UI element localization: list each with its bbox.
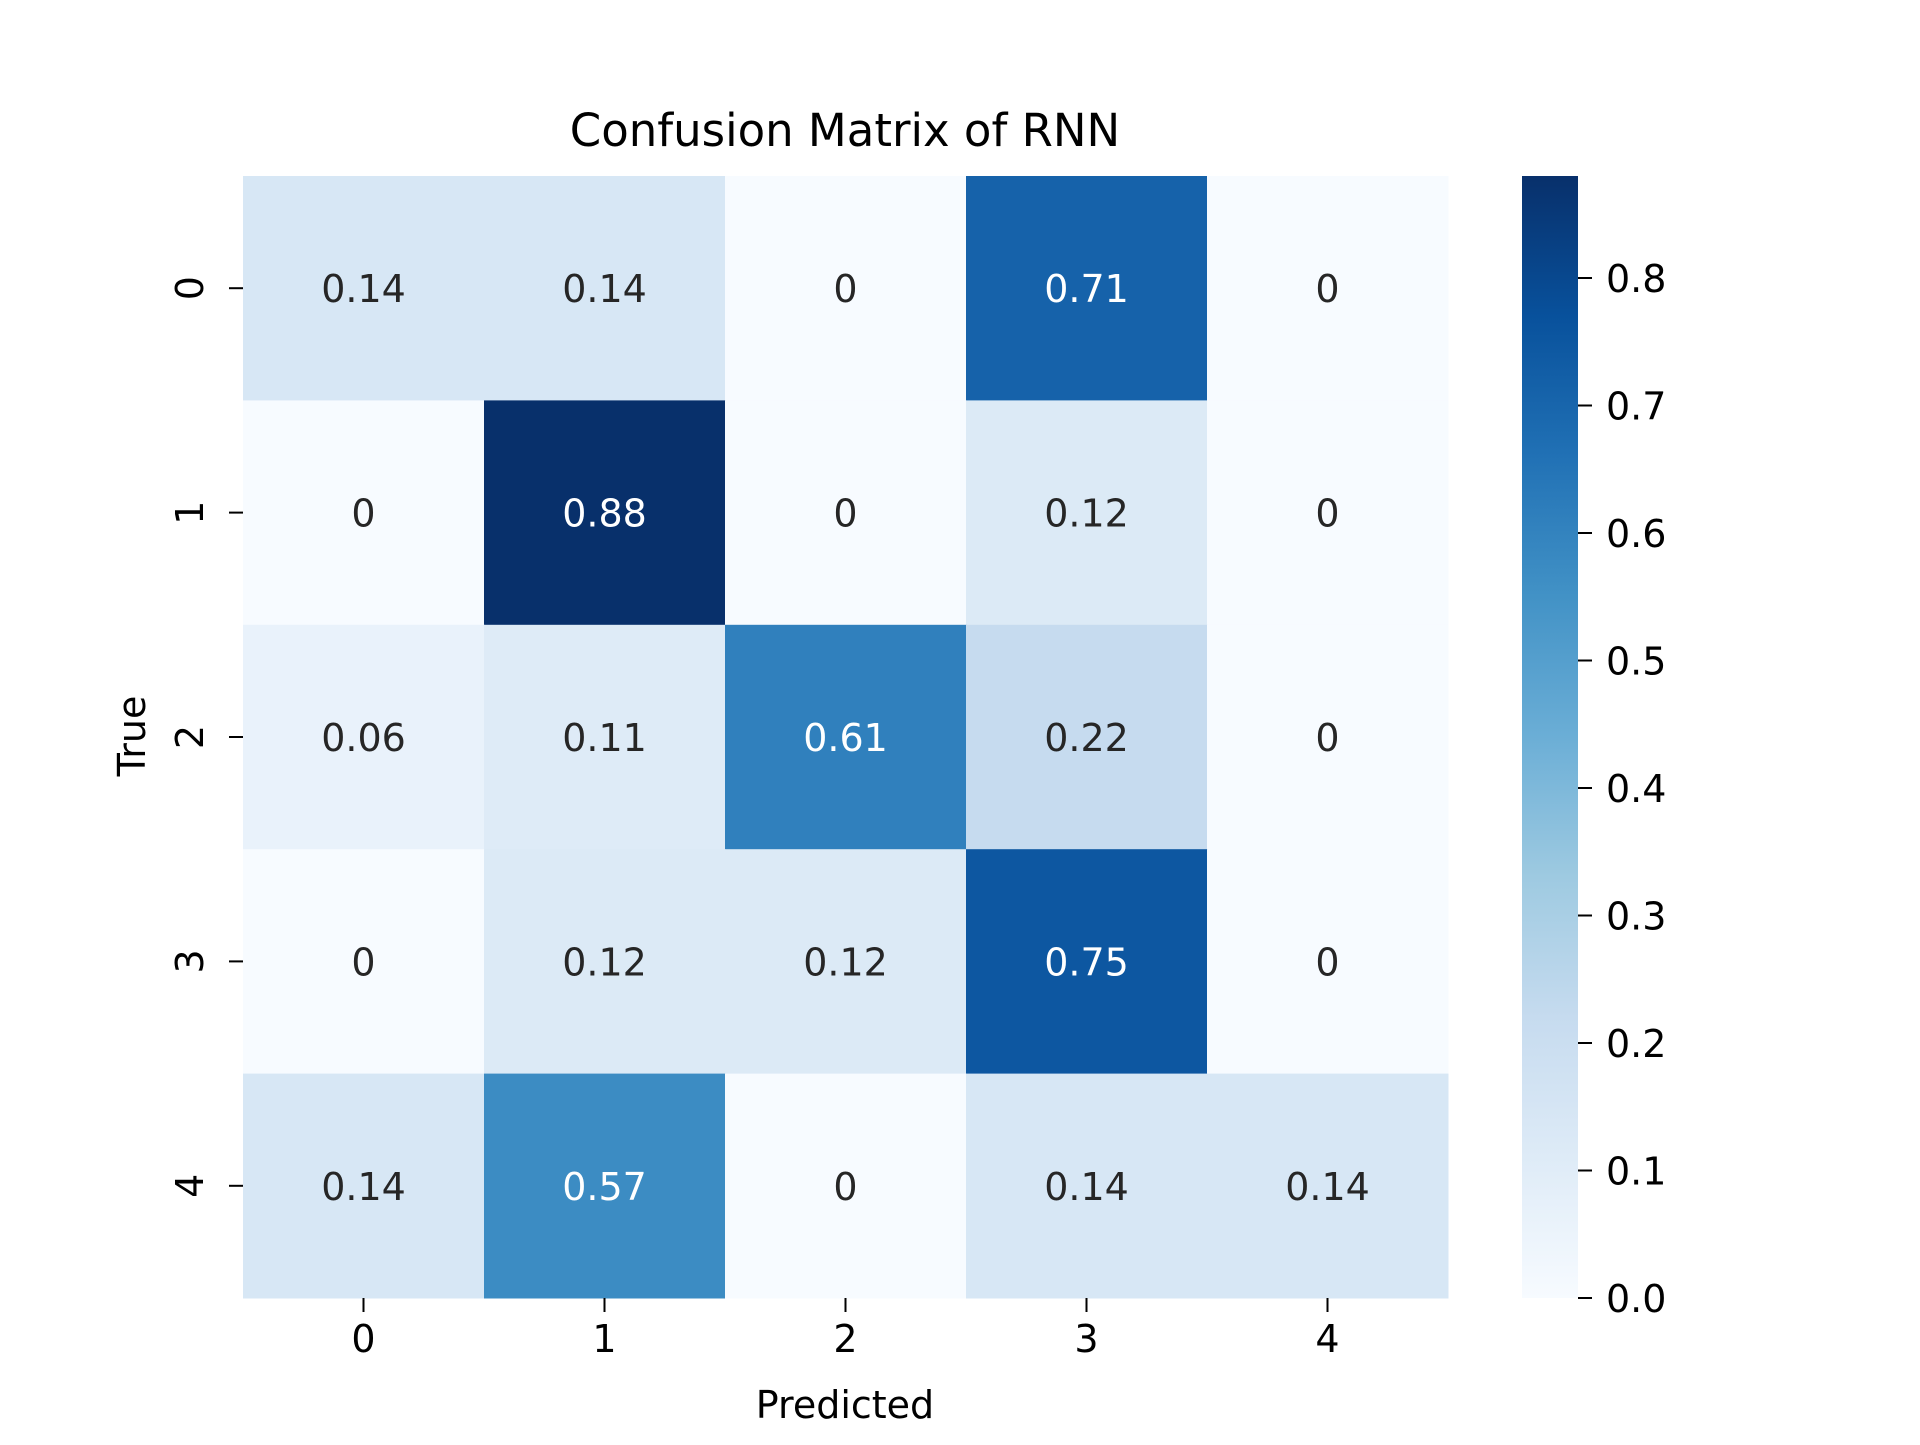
cell-value-label: 0.14 [321, 1165, 406, 1209]
chart-title: Confusion Matrix of RNN [570, 104, 1120, 157]
heatmap-cell-r1-c1 [484, 400, 726, 626]
colorbar-bar [1522, 176, 1578, 1298]
heatmap-cell-r0-c3 [966, 176, 1208, 401]
cell-value-label: 0.22 [1044, 716, 1129, 760]
heatmap-cells: 0.14 0.14 0 0.71 0 0 0.88 0 0.12 0 0.06 0.11 0.61 0.2… [243, 176, 1449, 1299]
y-axis-label: True [110, 696, 154, 778]
colorbar-tick-label-3: 0.3 [1606, 895, 1666, 939]
cell-value-label: 0.57 [562, 1165, 647, 1209]
heatmap-cell-r2-c0 [243, 624, 485, 850]
heatmap-cell-r1-c4 [1207, 400, 1449, 626]
cell-value-label: 0.14 [562, 267, 647, 311]
x-tick-label-1: 1 [592, 1317, 616, 1361]
cell-value-label: 0 [351, 940, 375, 984]
cell-value-label: 0 [833, 267, 857, 311]
cell-value-label: 0.06 [321, 716, 406, 760]
cell-value-label: 0 [1315, 267, 1339, 311]
cell-value-label: 0.12 [1044, 492, 1129, 536]
heatmap-cell-r2-c1 [484, 624, 726, 850]
heatmap-cell-r3-c2 [725, 849, 967, 1075]
y-tick-label-3: 3 [168, 949, 212, 973]
cell-value-label: 0.75 [1044, 940, 1129, 984]
x-axis: 0 1 2 3 4 [351, 1298, 1340, 1361]
cell-value-label: 0 [833, 492, 857, 536]
heatmap-cell-r1-c3 [966, 400, 1208, 626]
heatmap-cell-r3-c1 [484, 849, 726, 1075]
cell-value-label: 0.88 [562, 492, 647, 536]
heatmap-cell-r0-c2 [725, 176, 967, 401]
heatmap-cell-r2-c2 [725, 624, 967, 850]
y-axis: 0 1 2 3 4 [168, 276, 243, 1198]
heatmap-cell-r3-c3 [966, 849, 1208, 1075]
colorbar-tick-label-0: 0.0 [1606, 1277, 1666, 1321]
heatmap-cell-r4-c0 [243, 1073, 485, 1299]
colorbar-tick-label-1: 0.1 [1606, 1150, 1666, 1194]
cell-value-label: 0 [351, 492, 375, 536]
cell-value-label: 0.12 [562, 940, 647, 984]
colorbar-tick-label-2: 0.2 [1606, 1022, 1666, 1066]
colorbar-tick-label-4: 0.4 [1606, 767, 1666, 811]
heatmap-cell-r1-c2 [725, 400, 967, 626]
heatmap-cell-r2-c4 [1207, 624, 1449, 850]
colorbar-tick-label-8: 0.8 [1606, 257, 1666, 301]
x-tick-label-3: 3 [1074, 1317, 1098, 1361]
cell-value-label: 0 [833, 1165, 857, 1209]
y-tick-label-1: 1 [168, 501, 212, 525]
cell-value-label: 0.12 [803, 940, 888, 984]
y-tick-label-2: 2 [168, 725, 212, 749]
x-axis-label: Predicted [756, 1383, 934, 1427]
colorbar-tick-label-6: 0.6 [1606, 512, 1666, 556]
x-tick-label-0: 0 [351, 1317, 375, 1361]
colorbar-tick-label-5: 0.5 [1606, 640, 1666, 684]
heatmap-cell-r1-c0 [243, 400, 485, 626]
heatmap-cell-r4-c1 [484, 1073, 726, 1299]
cell-value-label: 0.11 [562, 716, 647, 760]
cell-value-label: 0 [1315, 716, 1339, 760]
colorbar: 0.0 0.1 0.2 0.3 0.4 0.5 0.6 0.7 0.8 [1522, 176, 1666, 1321]
colorbar-tick-label-7: 0.7 [1606, 385, 1666, 429]
heatmap-cell-r0-c1 [484, 176, 726, 401]
heatmap-cell-r4-c2 [725, 1073, 967, 1299]
heatmap-cell-r3-c0 [243, 849, 485, 1075]
y-tick-label-4: 4 [168, 1174, 212, 1198]
x-tick-label-4: 4 [1315, 1317, 1339, 1361]
cell-value-label: 0.14 [1044, 1165, 1129, 1209]
cell-value-label: 0 [1315, 940, 1339, 984]
y-tick-label-0: 0 [168, 276, 212, 300]
cell-value-label: 0.14 [1285, 1165, 1370, 1209]
heatmap-cell-r0-c4 [1207, 176, 1449, 401]
heatmap-cell-r2-c3 [966, 624, 1208, 850]
heatmap-cell-r3-c4 [1207, 849, 1449, 1075]
cell-value-label: 0.14 [321, 267, 406, 311]
x-tick-label-2: 2 [833, 1317, 857, 1361]
heatmap-cell-r4-c4 [1207, 1073, 1449, 1299]
cell-value-label: 0 [1315, 492, 1339, 536]
cell-value-label: 0.71 [1044, 267, 1129, 311]
heatmap-cell-r0-c0 [243, 176, 485, 401]
heatmap-cell-r4-c3 [966, 1073, 1208, 1299]
cell-value-label: 0.61 [803, 716, 888, 760]
